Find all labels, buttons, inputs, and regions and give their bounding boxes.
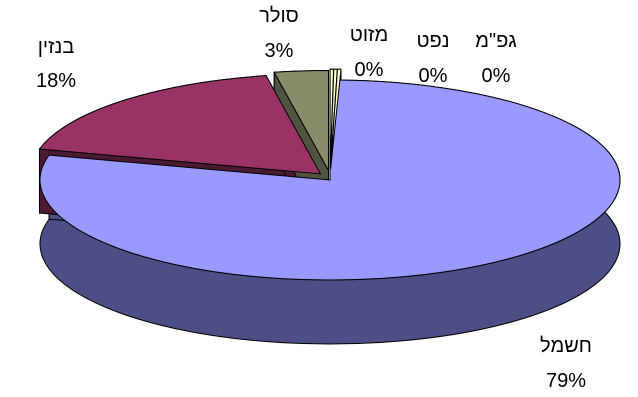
label-value-lpg: 0% bbox=[482, 65, 511, 87]
slice-top-mazut bbox=[330, 68, 342, 170]
label-name-mazut: מזוט bbox=[350, 24, 388, 46]
label-value-electricity: 79% bbox=[546, 370, 586, 392]
slice-top-diesel bbox=[273, 69, 329, 171]
label-name-diesel: סולר bbox=[259, 5, 299, 27]
slice-top-electricity bbox=[39, 79, 621, 281]
label-value-gasoline: 18% bbox=[36, 70, 76, 92]
label-name-lpg: גפ"מ bbox=[475, 30, 517, 52]
label-name-electricity: חשמל bbox=[540, 335, 592, 357]
label-name-gasoline: בנזין bbox=[38, 36, 75, 58]
label-name-kerosene: נפט bbox=[416, 30, 449, 52]
slice-tops bbox=[38, 68, 621, 281]
label-value-kerosene: 0% bbox=[419, 65, 448, 87]
slice-top-gasoline bbox=[38, 75, 322, 175]
slice-labels: חשמל 79% בנזין 18% סולר 3% מזוט 0% נפט 0… bbox=[36, 5, 592, 392]
label-value-diesel: 3% bbox=[265, 40, 294, 62]
label-value-mazut: 0% bbox=[355, 59, 384, 81]
